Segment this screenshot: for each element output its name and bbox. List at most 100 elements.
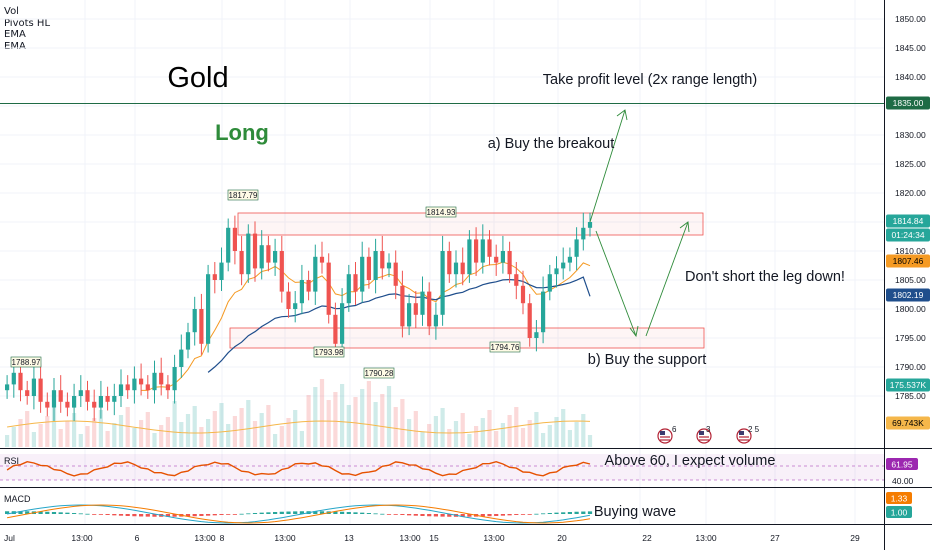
svg-text:61.95: 61.95 [891, 460, 913, 470]
rsi-line [6, 460, 591, 477]
macd-bar [232, 514, 237, 515]
macd-bar [413, 514, 418, 516]
macd-bar [400, 514, 405, 515]
volume-ma-line [7, 420, 591, 434]
symbol-title[interactable]: Gold [167, 62, 228, 94]
legend-ema-2[interactable]: EMA [4, 40, 26, 52]
macd-bar [554, 512, 559, 514]
macd-label[interactable]: MACD [4, 494, 31, 504]
time-tick: 13:00 [194, 533, 216, 543]
macd-bar [427, 514, 432, 517]
candle-body [51, 390, 57, 408]
economic-events[interactable]: 6 3 2 5 [657, 425, 760, 444]
ema-slow-line [207, 276, 591, 373]
direction-label[interactable]: Long [215, 120, 269, 145]
pivot-label[interactable]: 1788.97 [10, 356, 42, 368]
time-tick: 13:00 [399, 533, 421, 543]
legend-ema-1[interactable]: EMA [4, 29, 26, 40]
price-axis[interactable]: 1850.00 1845.00 1840.00 1835.00 1830.00 1825.… [895, 14, 926, 401]
time-axis[interactable]: Jul 13:00 6 13:00 8 13:00 13 13:00 15 13:00 20 22 13… [4, 533, 860, 543]
macd-bar [534, 513, 539, 515]
volume-bar [92, 418, 97, 447]
rsi-label[interactable]: RSI [4, 456, 19, 466]
volume-bar [460, 413, 465, 447]
candle-body [373, 251, 378, 280]
rebound-arrow[interactable] [645, 221, 689, 337]
macd-bar [547, 513, 552, 514]
dont-short-note[interactable]: Don't short the leg down! [685, 269, 845, 285]
macd-bar [440, 514, 445, 517]
buy-support-note[interactable]: b) Buy the support [588, 352, 707, 368]
macd-bar [65, 512, 70, 514]
candle-body [360, 256, 365, 292]
candle-body [561, 262, 566, 269]
candle-body [534, 332, 539, 338]
candle-body [447, 251, 452, 275]
volume-bar [520, 428, 526, 447]
pivot-label[interactable]: 1817.79 [227, 189, 259, 201]
volume-bar [360, 389, 365, 447]
event-count: 2 5 [748, 425, 760, 434]
candle-body [246, 233, 251, 275]
volume-bar [413, 411, 418, 447]
us-flag-icon[interactable] [657, 428, 673, 444]
support-zone[interactable] [229, 327, 705, 349]
macd-note[interactable]: Buying wave [594, 504, 676, 520]
price-badge-text: 175.537K [890, 380, 927, 390]
pivot-label[interactable]: 1793.98 [313, 346, 345, 358]
volume-bar [427, 424, 432, 447]
time-tick: 13:00 [483, 533, 505, 543]
breakout-arrow[interactable] [589, 109, 626, 223]
volume-bar [72, 413, 77, 447]
volume-bar [172, 401, 177, 447]
svg-text:1793.98: 1793.98 [315, 348, 344, 357]
indicators-legend: Vol Pivots HL EMA EMA [4, 6, 50, 52]
legend-pivots[interactable]: Pivots HL [4, 17, 51, 29]
macd-bar [252, 513, 258, 514]
candle-body [366, 256, 371, 280]
price-tick: 1850.00 [895, 14, 926, 24]
price-badge-text: 1814.84 [893, 216, 924, 226]
volume-bar [407, 419, 412, 447]
macd-bar [112, 514, 117, 516]
macd-bar [333, 511, 338, 514]
us-flag-icon[interactable] [736, 428, 752, 444]
svg-text:1.00: 1.00 [891, 508, 908, 518]
volume-bar [152, 433, 157, 447]
candle-body [507, 251, 512, 275]
volume-bar [286, 418, 291, 447]
resistance-zone[interactable] [237, 212, 704, 236]
take-profit-note[interactable]: Take profit level (2x range length) [543, 72, 757, 88]
legend-vol[interactable]: Vol [4, 6, 19, 17]
candle-body [85, 390, 90, 402]
buy-breakout-note[interactable]: a) Buy the breakout [488, 136, 615, 152]
rsi-note[interactable]: Above 60, I expect volume [605, 453, 776, 469]
macd-bar [514, 514, 519, 515]
pivot-label[interactable]: 1790.28 [363, 367, 395, 379]
candle-body [554, 268, 559, 275]
price-tick: 1840.00 [895, 72, 926, 82]
us-flag-icon[interactable] [696, 428, 712, 444]
candle-body [433, 314, 438, 327]
candle-body [293, 303, 298, 309]
projection-arrows[interactable] [589, 109, 690, 338]
volume-bar [259, 413, 264, 447]
macd-bar [226, 514, 231, 515]
macd-bar [293, 511, 298, 514]
candle-body [206, 274, 211, 344]
volume-bar [433, 416, 438, 447]
time-tick: 27 [770, 533, 780, 543]
volume-bar [487, 410, 492, 447]
volume-bar [112, 423, 117, 447]
volume-bar [561, 409, 566, 447]
macd-bar [25, 511, 30, 514]
pivot-label[interactable]: 1814.93 [425, 206, 457, 218]
macd-bar [72, 513, 77, 514]
volume-bar [246, 400, 251, 447]
drop-arrow[interactable] [595, 230, 637, 337]
macd-bar [266, 512, 271, 514]
candle-body [400, 285, 405, 327]
volume-bar [45, 416, 50, 447]
pivot-label[interactable]: 1794.76 [489, 341, 521, 353]
